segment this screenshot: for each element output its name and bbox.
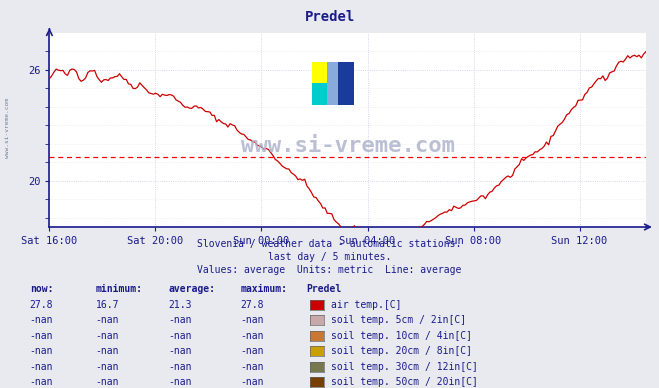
Text: -nan: -nan (241, 377, 264, 387)
Text: Predel: Predel (304, 10, 355, 24)
Text: -nan: -nan (96, 346, 119, 356)
Text: -nan: -nan (168, 377, 192, 387)
Text: -nan: -nan (96, 315, 119, 325)
Text: minimum:: minimum: (96, 284, 142, 294)
Text: air temp.[C]: air temp.[C] (331, 300, 401, 310)
Text: last day / 5 minutes.: last day / 5 minutes. (268, 252, 391, 262)
Text: -nan: -nan (30, 331, 53, 341)
Text: 27.8: 27.8 (30, 300, 53, 310)
Text: -nan: -nan (241, 315, 264, 325)
Text: -nan: -nan (96, 362, 119, 372)
Text: www.si-vreme.com: www.si-vreme.com (241, 135, 455, 156)
Text: average:: average: (168, 284, 215, 294)
Text: soil temp. 10cm / 4in[C]: soil temp. 10cm / 4in[C] (331, 331, 472, 341)
Text: soil temp. 30cm / 12in[C]: soil temp. 30cm / 12in[C] (331, 362, 478, 372)
Text: -nan: -nan (168, 346, 192, 356)
Text: -nan: -nan (96, 331, 119, 341)
Text: soil temp. 5cm / 2in[C]: soil temp. 5cm / 2in[C] (331, 315, 466, 325)
Text: maximum:: maximum: (241, 284, 287, 294)
Text: 21.3: 21.3 (168, 300, 192, 310)
Bar (312, 83, 333, 105)
Text: -nan: -nan (241, 331, 264, 341)
Text: -nan: -nan (96, 377, 119, 387)
Text: soil temp. 50cm / 20in[C]: soil temp. 50cm / 20in[C] (331, 377, 478, 387)
Bar (312, 62, 333, 83)
Text: 27.8: 27.8 (241, 300, 264, 310)
Text: Slovenia / weather data - automatic stations.: Slovenia / weather data - automatic stat… (197, 239, 462, 249)
Text: -nan: -nan (241, 362, 264, 372)
Text: Predel: Predel (306, 284, 341, 294)
Text: -nan: -nan (168, 362, 192, 372)
Text: 16.7: 16.7 (96, 300, 119, 310)
Text: Values: average  Units: metric  Line: average: Values: average Units: metric Line: aver… (197, 265, 462, 275)
Text: -nan: -nan (30, 362, 53, 372)
Text: www.si-vreme.com: www.si-vreme.com (5, 98, 11, 158)
Text: -nan: -nan (30, 377, 53, 387)
Text: -nan: -nan (168, 315, 192, 325)
Text: now:: now: (30, 284, 53, 294)
Polygon shape (328, 62, 338, 105)
Text: -nan: -nan (30, 346, 53, 356)
Text: -nan: -nan (168, 331, 192, 341)
Text: soil temp. 20cm / 8in[C]: soil temp. 20cm / 8in[C] (331, 346, 472, 356)
Text: -nan: -nan (241, 346, 264, 356)
Bar (333, 62, 354, 105)
Text: -nan: -nan (30, 315, 53, 325)
